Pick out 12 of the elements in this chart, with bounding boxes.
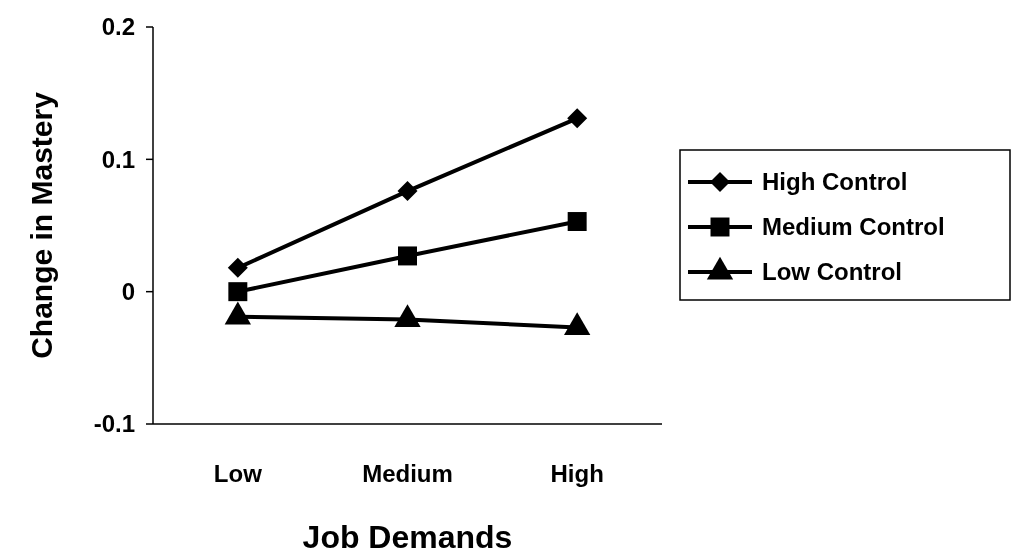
y-tick-label: -0.1 bbox=[93, 410, 135, 438]
x-tick-label: High bbox=[550, 460, 604, 487]
y-axis-title: Change in Mastery bbox=[25, 91, 58, 359]
y-tick-label: 0.2 bbox=[101, 13, 135, 41]
x-axis-title: Job Demands bbox=[302, 519, 513, 555]
legend-label: High Control bbox=[762, 168, 908, 196]
x-tick-label: Low bbox=[213, 460, 263, 487]
x-tick-label: Medium bbox=[362, 460, 453, 487]
y-tick-label: 0 bbox=[121, 278, 135, 306]
legend-label: Low Control bbox=[762, 258, 902, 286]
y-tick-label: 0.1 bbox=[101, 145, 135, 173]
legend-label: Medium Control bbox=[762, 213, 945, 241]
